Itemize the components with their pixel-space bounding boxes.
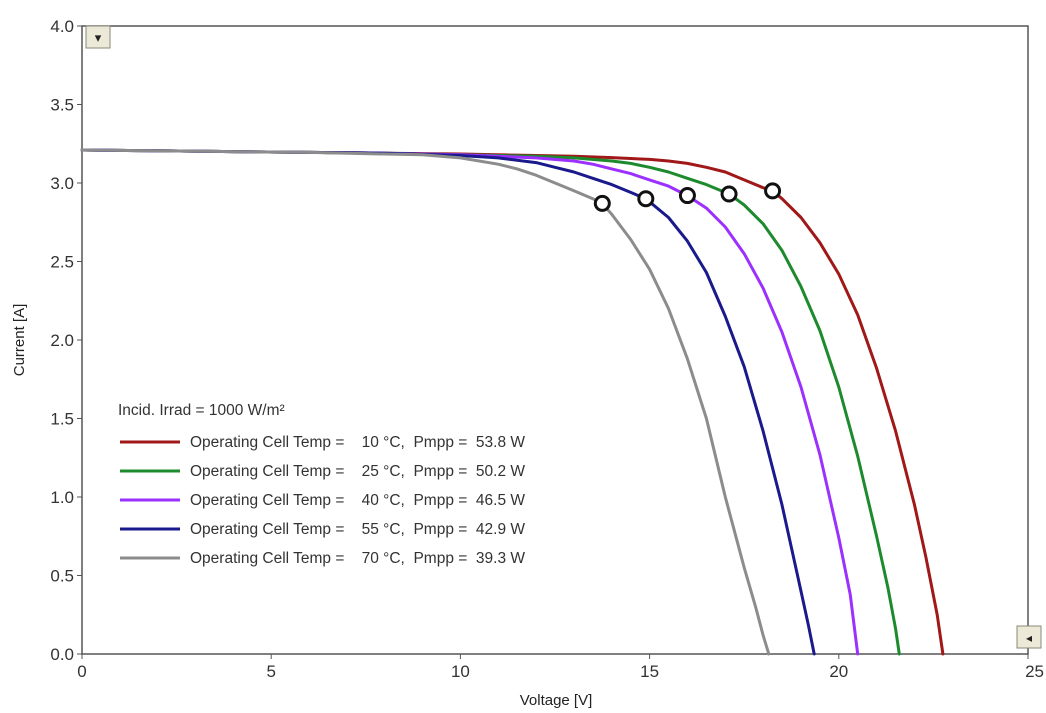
chart-menu-button[interactable]: ▾ <box>85 25 111 49</box>
y-tick-label: 4.0 <box>50 17 74 36</box>
x-tick-label: 5 <box>266 662 275 681</box>
y-axis: 0.0 0.5 1.0 1.5 2.0 2.5 3.0 3.5 4.0 <box>50 17 82 664</box>
x-tick-label: 25 <box>1025 662 1044 681</box>
legend-label-3: Operating Cell Temp = 55 °C, Pmpp = 42.9… <box>190 521 525 538</box>
mpp-marker-3 <box>637 190 655 208</box>
y-tick-label: 0.5 <box>50 567 74 586</box>
mpp-marker-4 <box>593 194 611 212</box>
x-axis-title: Voltage [V] <box>520 692 593 709</box>
series-lines <box>80 148 945 656</box>
y-tick-label: 3.5 <box>50 96 74 115</box>
legend-label-1: Operating Cell Temp = 25 °C, Pmpp = 50.2… <box>190 463 525 480</box>
mpp-marker-0 <box>764 182 782 200</box>
mpp-marker-2 <box>678 187 696 205</box>
x-tick-label: 20 <box>829 662 848 681</box>
legend: Incid. Irrad = 1000 W/m² Operating Cell … <box>118 402 525 567</box>
series-line-4 <box>80 148 771 656</box>
y-tick-label: 2.5 <box>50 253 74 272</box>
x-axis: 0 5 10 15 20 25 <box>77 654 1044 681</box>
legend-label-0: Operating Cell Temp = 10 °C, Pmpp = 53.8… <box>190 434 525 451</box>
plot-area <box>81 25 1029 655</box>
chevron-down-icon: ▾ <box>95 30 102 45</box>
chevron-left-icon: ◂ <box>1026 631 1032 645</box>
y-tick-label: 1.5 <box>50 410 74 429</box>
y-axis-title: Current [A] <box>11 304 28 377</box>
x-tick-label: 15 <box>640 662 659 681</box>
x-tick-label: 0 <box>77 662 86 681</box>
y-tick-label: 2.0 <box>50 331 74 350</box>
mpp-markers <box>593 182 782 212</box>
legend-label-2: Operating Cell Temp = 40 °C, Pmpp = 46.5… <box>190 492 525 509</box>
x-tick-label: 10 <box>451 662 470 681</box>
y-tick-label: 0.0 <box>50 645 74 664</box>
y-tick-label: 1.0 <box>50 488 74 507</box>
y-tick-label: 3.0 <box>50 174 74 193</box>
legend-label-4: Operating Cell Temp = 70 °C, Pmpp = 39.3… <box>190 550 525 567</box>
legend-header: Incid. Irrad = 1000 W/m² <box>118 402 285 419</box>
scroll-left-button[interactable]: ◂ <box>1016 625 1042 649</box>
mpp-marker-1 <box>720 185 738 203</box>
